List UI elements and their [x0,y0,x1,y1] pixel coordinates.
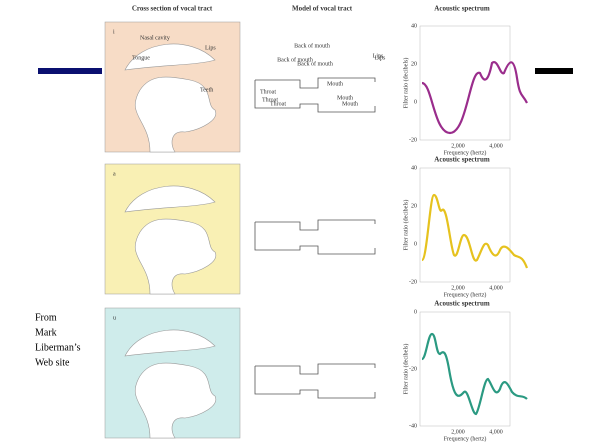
y-axis-label: Filter ratio (decibels) [402,58,409,109]
model-label: Throat [270,101,286,107]
cross-label: Teeth [200,87,213,93]
spectrum-frame [420,168,510,282]
column-header: Cross section of vocal tract [132,5,213,13]
x-axis-label: Frequency (hertz) [444,291,487,298]
spectrum-frame [420,312,510,426]
slide: Cross section of vocal tract Model of vo… [0,0,600,443]
model-label: Throat [260,89,276,95]
credit-line: From [35,312,57,323]
spectrum-curve [422,62,527,133]
spectrum-title: Acoustic spectrum [434,300,490,308]
x-tick-label: 2,000 [451,285,465,291]
x-axis-label: Frequency (hertz) [444,435,487,442]
y-tick-label: 0 [414,309,417,315]
spectrum-curve [422,195,527,268]
x-tick-label: 2,000 [451,429,465,435]
spectrum-curve [422,334,527,414]
y-tick-label: 0 [414,241,417,247]
left-bar [38,68,102,74]
vowel-label: u [113,315,116,321]
x-tick-label: 2,000 [451,143,465,149]
y-tick-label: -20 [409,279,417,285]
y-axis-label: Filter ratio (decibels) [402,344,409,395]
model-label: Mouth [327,81,343,87]
model-label: Back of mouth [294,42,330,49]
credit-line: Web site [35,357,70,368]
cross-label: Lips [205,45,216,51]
cross-label: Tongue [132,55,150,61]
y-tick-label: 40 [411,23,417,29]
y-tick-label: -40 [409,423,417,429]
y-tick-label: -20 [409,366,417,372]
y-tick-label: 20 [411,61,417,67]
credit-line: Mark [35,327,57,338]
spectrum-frame [420,26,510,140]
tract-model [255,364,375,398]
model-label: Back of mouth [297,60,333,67]
credit-line: Liberman’s [35,342,81,353]
model-label: Mouth [342,101,358,107]
y-tick-label: 20 [411,203,417,209]
cross-label: Nasal cavity [140,35,170,41]
y-tick-label: 0 [414,99,417,105]
column-header: Model of vocal tract [292,5,353,13]
column-header: Acoustic spectrum [434,5,490,13]
x-tick-label: 4,000 [489,143,503,149]
vowel-label: a [113,171,116,177]
y-tick-label: -20 [409,137,417,143]
right-bar [535,68,573,74]
x-tick-label: 4,000 [489,285,503,291]
y-tick-label: 40 [411,165,417,171]
tract-model [255,220,375,254]
spectrum-title: Acoustic spectrum [434,156,490,164]
x-tick-label: 4,000 [489,429,503,435]
y-axis-label: Filter ratio (decibels) [402,200,409,251]
model-label: Lips [375,55,386,61]
